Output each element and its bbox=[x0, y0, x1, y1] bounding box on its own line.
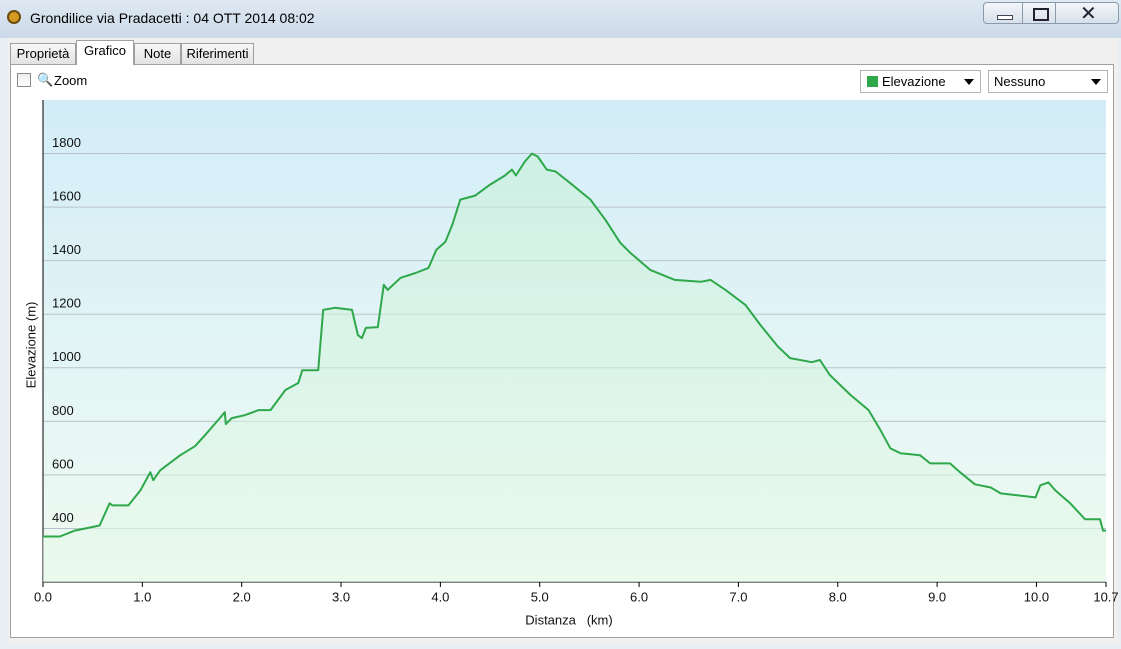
tab[interactable]: Riferimenti bbox=[181, 43, 254, 64]
y-tick-label: 800 bbox=[52, 403, 74, 418]
elevation-line bbox=[43, 152, 1106, 538]
zoom-icon: 🔍 bbox=[37, 72, 54, 87]
tab-selected[interactable]: Grafico bbox=[76, 40, 134, 65]
x-tick-label: 2.0 bbox=[233, 589, 251, 604]
x-tick-label: 6.0 bbox=[630, 589, 648, 604]
area-fill bbox=[43, 153, 1106, 582]
y-tick-label: 400 bbox=[52, 510, 74, 525]
x-axis-label: Distanza (km) bbox=[525, 612, 612, 627]
x-tick-label: 4.0 bbox=[431, 589, 449, 604]
zoom-label: Zoom bbox=[54, 73, 88, 88]
x-tick-label: 7.0 bbox=[729, 589, 747, 604]
legend-label: Elevazione bbox=[882, 74, 946, 89]
x-tick-label: 1.0 bbox=[133, 589, 151, 604]
x-tick-label: 9.0 bbox=[928, 589, 946, 604]
legend-swatch bbox=[867, 76, 878, 87]
tab[interactable]: Note bbox=[134, 43, 181, 64]
dropdown-label: Nessuno bbox=[994, 74, 1046, 89]
x-tick-label: 10.7 bbox=[1093, 589, 1118, 604]
app-icon bbox=[7, 10, 21, 24]
x-tick-label: 8.0 bbox=[829, 589, 847, 604]
series-dropdown[interactable]: Elevazione bbox=[860, 70, 981, 93]
x-tick-label: 3.0 bbox=[332, 589, 350, 604]
close-button[interactable]: ✕ bbox=[1055, 2, 1119, 25]
y-tick-label: 1000 bbox=[52, 349, 81, 364]
y-tick-label: 1200 bbox=[52, 296, 81, 311]
y-tick-label: 1400 bbox=[52, 242, 81, 257]
y-tick-label: 1800 bbox=[52, 135, 81, 150]
y-axis-label: Elevazione (m) bbox=[23, 302, 38, 389]
x-tick-label: 10.0 bbox=[1024, 589, 1049, 604]
title-bar bbox=[0, 0, 1121, 38]
x-tick-label: 0.0 bbox=[34, 589, 52, 604]
window-title: Grondilice via Pradacetti : 04 OTT 2014 … bbox=[30, 10, 315, 26]
maximize-button[interactable] bbox=[1022, 2, 1056, 24]
x-tick-label: 5.0 bbox=[531, 589, 549, 604]
y-tick-label: 1600 bbox=[52, 189, 81, 204]
y-tick-label: 600 bbox=[52, 456, 74, 471]
tab[interactable]: Proprietà bbox=[10, 43, 76, 64]
zoom-checkbox[interactable] bbox=[17, 73, 31, 87]
compare-dropdown[interactable]: Nessuno bbox=[988, 70, 1108, 93]
